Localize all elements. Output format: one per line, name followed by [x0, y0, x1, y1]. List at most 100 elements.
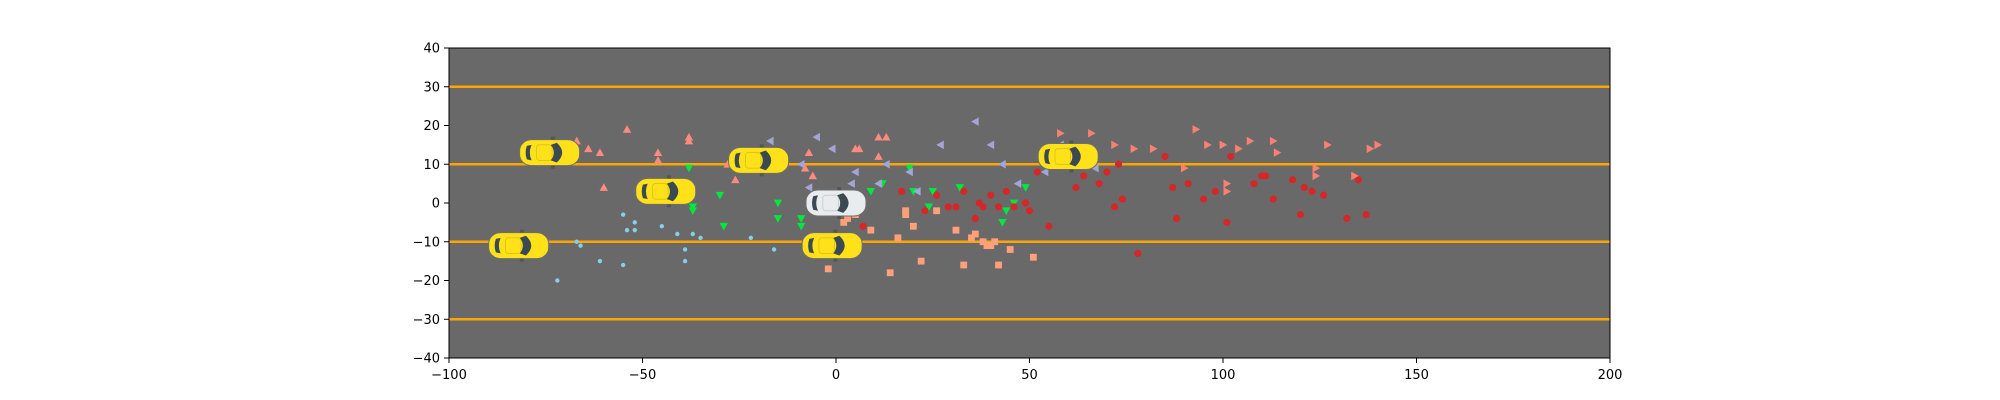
data-point	[874, 152, 883, 160]
data-point	[1246, 136, 1255, 146]
data-point	[1010, 203, 1018, 211]
vehicles	[488, 136, 1099, 262]
data-point	[913, 187, 921, 196]
data-point	[653, 148, 663, 156]
data-point	[1021, 184, 1030, 192]
data-point	[952, 203, 960, 211]
data-point	[882, 160, 890, 169]
data-point	[874, 179, 882, 188]
y-tick-label: −30	[413, 313, 440, 328]
data-point	[933, 191, 941, 199]
x-tick-label: −50	[629, 368, 656, 383]
data-point	[1320, 191, 1328, 199]
data-point	[653, 156, 663, 164]
data-point	[1223, 179, 1232, 188]
data-point	[894, 234, 902, 242]
data-point	[578, 243, 583, 248]
data-point	[682, 258, 688, 264]
data-point	[684, 164, 694, 173]
data-point	[1211, 187, 1219, 195]
data-point	[979, 203, 987, 211]
data-point	[921, 207, 929, 215]
data-point	[597, 258, 603, 264]
data-point	[1312, 171, 1321, 181]
data-point	[796, 215, 806, 223]
road-surface	[449, 48, 1610, 358]
data-point	[909, 188, 918, 196]
data-point	[1114, 160, 1123, 168]
data-point	[1312, 163, 1321, 173]
data-point	[688, 207, 698, 215]
data-point	[1095, 180, 1103, 188]
y-tick-label: −10	[413, 235, 440, 250]
data-point	[1351, 171, 1359, 181]
data-point	[1040, 167, 1049, 177]
data-point	[595, 148, 605, 156]
data-point	[771, 247, 777, 252]
data-point	[1118, 195, 1126, 203]
data-point	[1366, 144, 1375, 153]
data-point	[874, 132, 883, 141]
data-point	[1134, 249, 1142, 257]
data-point	[1204, 140, 1212, 150]
data-point	[827, 144, 836, 153]
data-point	[773, 199, 783, 208]
y-tick-label: 20	[423, 119, 440, 134]
x-tick-label: 150	[1404, 368, 1429, 383]
other-vehicle	[801, 229, 863, 262]
series-dot	[555, 212, 777, 283]
data-point	[991, 238, 999, 246]
data-point	[1169, 183, 1177, 192]
data-point	[1057, 129, 1065, 138]
data-point	[1273, 148, 1282, 157]
data-point	[808, 171, 817, 180]
data-point	[574, 239, 579, 244]
data-point	[955, 184, 965, 192]
data-point	[905, 164, 914, 173]
data-point	[682, 247, 688, 252]
data-point	[1184, 180, 1192, 188]
y-axis: −40 −30 −20 −10 0 10 20 30 40	[413, 42, 449, 367]
data-point	[847, 179, 855, 188]
data-point	[555, 278, 560, 283]
data-point	[1374, 140, 1382, 150]
data-points	[555, 117, 1382, 283]
data-point	[773, 215, 783, 223]
other-vehicle	[1037, 140, 1099, 173]
data-point	[1227, 152, 1235, 161]
data-point	[1103, 168, 1111, 176]
data-point	[1025, 207, 1034, 215]
data-point	[924, 203, 934, 212]
data-point	[1161, 152, 1169, 161]
data-point	[1269, 195, 1277, 203]
data-point	[1308, 187, 1316, 195]
other-vehicle	[488, 229, 550, 262]
data-point	[1111, 140, 1119, 150]
data-point	[1235, 144, 1243, 153]
data-point	[1289, 176, 1297, 184]
data-point	[1006, 246, 1014, 253]
data-point	[960, 261, 968, 269]
data-point	[620, 212, 626, 217]
data-point	[867, 226, 875, 234]
data-point	[910, 222, 917, 230]
x-tick-label: 50	[1021, 368, 1038, 383]
data-point	[1080, 172, 1088, 180]
data-point	[684, 136, 694, 145]
lane-lines	[449, 85, 1610, 321]
data-point	[1130, 144, 1139, 153]
data-point	[620, 262, 626, 268]
data-point	[987, 242, 995, 250]
data-point	[1013, 179, 1022, 188]
data-point	[944, 203, 952, 211]
data-point	[1002, 207, 1011, 215]
data-point	[968, 234, 975, 242]
data-point	[983, 242, 991, 250]
data-point	[812, 132, 821, 142]
data-point	[1072, 183, 1080, 192]
data-point	[1002, 187, 1010, 195]
data-point	[622, 125, 632, 133]
data-point	[994, 203, 1003, 211]
data-point	[898, 187, 906, 195]
